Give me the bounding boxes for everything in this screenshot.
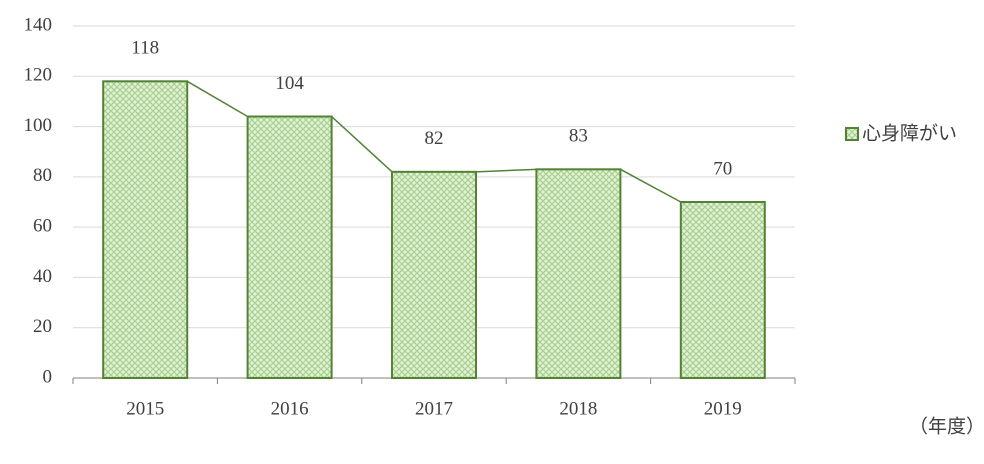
series-line [475, 168, 537, 173]
y-tick-label: 140 [24, 14, 53, 35]
x-axis-label: （年度） [909, 415, 984, 437]
x-tick-label: 2018 [559, 398, 597, 419]
bar [391, 170, 477, 379]
data-label: 118 [131, 38, 159, 59]
data-label: 70 [713, 158, 732, 179]
y-tick-label: 100 [24, 115, 53, 136]
series-line [331, 115, 393, 173]
x-tick-label: 2016 [271, 398, 309, 419]
bar [246, 115, 333, 379]
y-tick-label: 40 [33, 266, 52, 287]
x-tick-label: 2015 [126, 398, 164, 419]
legend-label: 心身障がい [862, 122, 957, 144]
series-line [620, 168, 682, 203]
x-tick-label: 2019 [704, 398, 742, 419]
y-tick-label: 0 [43, 366, 53, 387]
data-label: 83 [569, 126, 588, 147]
legend-swatch [845, 127, 859, 141]
bar [102, 80, 189, 379]
x-tick-label: 2017 [415, 398, 453, 419]
y-tick-label: 20 [33, 316, 52, 337]
data-label: 82 [425, 128, 444, 149]
series-line [186, 80, 248, 118]
bar [535, 168, 622, 379]
y-tick-label: 80 [33, 165, 52, 186]
y-tick-label: 60 [33, 216, 52, 237]
data-label: 104 [275, 73, 304, 94]
y-tick-label: 120 [24, 65, 53, 86]
bar [679, 201, 766, 379]
